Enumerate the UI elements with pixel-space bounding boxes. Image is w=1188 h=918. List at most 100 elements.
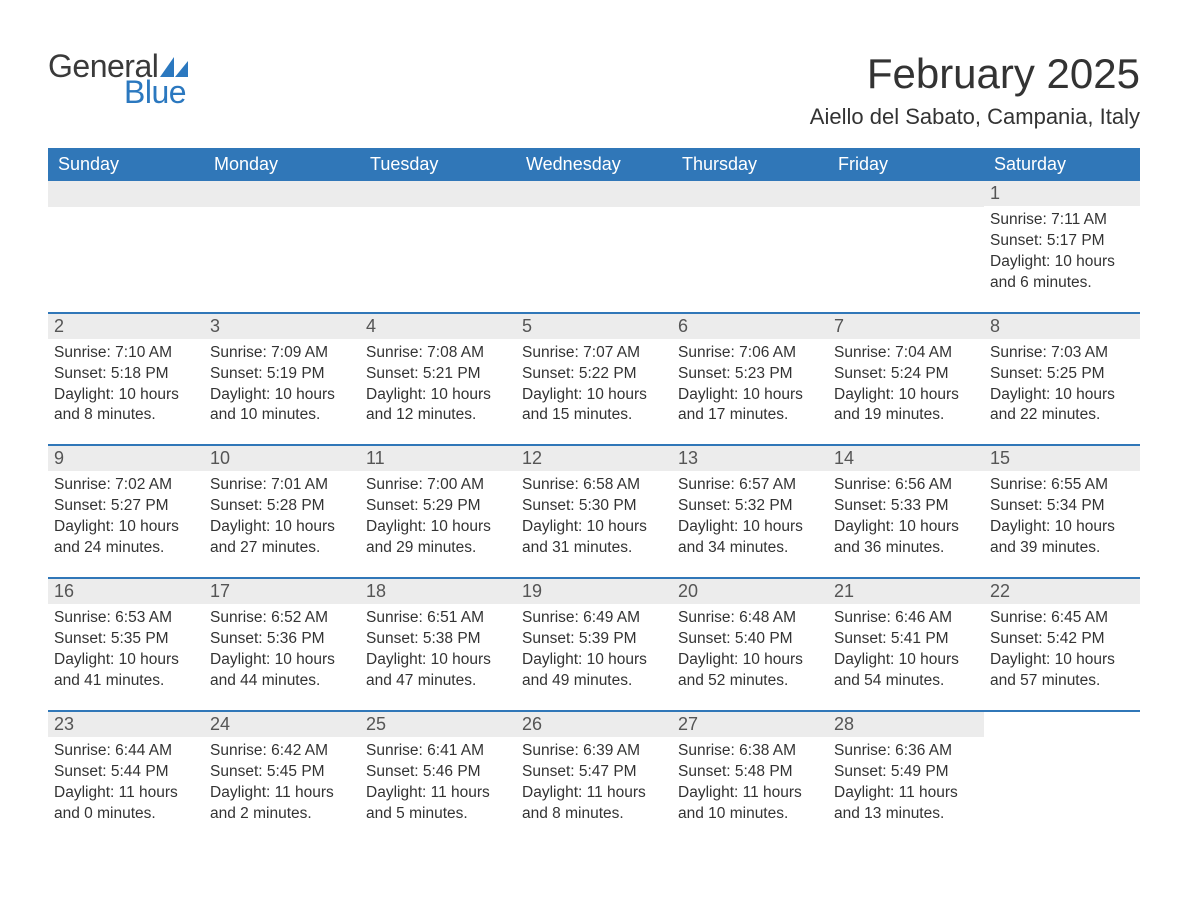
day-number: 17 <box>204 579 360 604</box>
sunset-line: Sunset: 5:42 PM <box>990 629 1134 650</box>
day-number: 11 <box>360 446 516 471</box>
day-number: 2 <box>48 314 204 339</box>
sunrise-line: Sunrise: 7:03 AM <box>990 343 1134 364</box>
daylight-line: Daylight: 10 hours and 49 minutes. <box>522 650 666 692</box>
day-number: 26 <box>516 712 672 737</box>
sunrise-line: Sunrise: 7:02 AM <box>54 475 198 496</box>
day-cell: 10Sunrise: 7:01 AMSunset: 5:28 PMDayligh… <box>204 445 360 578</box>
day-cell: 8Sunrise: 7:03 AMSunset: 5:25 PMDaylight… <box>984 313 1140 446</box>
logo-text-blue: Blue <box>124 76 188 108</box>
day-number: 28 <box>828 712 984 737</box>
sunset-line: Sunset: 5:27 PM <box>54 496 198 517</box>
calendar-week-row: 2 Sunrise: 7:10 AMSunset: 5:18 PM Daylight… <box>48 313 1140 446</box>
sunrise-line: Sunrise: 7:10 AM <box>54 343 198 364</box>
empty-day-strip <box>360 181 516 207</box>
day-number: 10 <box>204 446 360 471</box>
sunrise-line: Sunrise: 7:11 AM <box>990 210 1134 231</box>
sunrise-line: Sunrise: 6:53 AM <box>54 608 198 629</box>
location-subtitle: Aiello del Sabato, Campania, Italy <box>810 104 1140 130</box>
sunset-line: Sunset: 5:45 PM <box>210 762 354 783</box>
day-number: 4 <box>360 314 516 339</box>
daylight-line: Daylight: 11 hours and 8 minutes. <box>522 783 666 825</box>
daylight-line: Daylight: 10 hours and 34 minutes. <box>678 517 822 559</box>
daylight-line: Daylight: 11 hours and 2 minutes. <box>210 783 354 825</box>
day-cell <box>984 711 1140 843</box>
sunset-line: Sunset: 5:36 PM <box>210 629 354 650</box>
weekday-header: Monday <box>204 148 360 181</box>
empty-day-strip <box>204 181 360 207</box>
day-cell: 4Sunrise: 7:08 AMSunset: 5:21 PMDaylight… <box>360 313 516 446</box>
daylight-line: Daylight: 11 hours and 5 minutes. <box>366 783 510 825</box>
day-cell <box>516 181 672 313</box>
day-number: 15 <box>984 446 1140 471</box>
day-cell: 16Sunrise: 6:53 AMSunset: 5:35 PMDayligh… <box>48 578 204 711</box>
empty-day-strip <box>516 181 672 207</box>
daylight-line: Daylight: 10 hours and 15 minutes. <box>522 385 666 427</box>
sunrise-line: Sunrise: 6:44 AM <box>54 741 198 762</box>
sunset-line: Sunset: 5:25 PM <box>990 364 1134 385</box>
day-cell: 5 Sunrise: 7:07 AMSunset: 5:22 PMDaylight… <box>516 313 672 446</box>
sunset-line: Sunset: 5:46 PM <box>366 762 510 783</box>
daylight-line: Daylight: 10 hours and 27 minutes. <box>210 517 354 559</box>
daylight-line: Daylight: 11 hours and 10 minutes. <box>678 783 822 825</box>
daylight-line: Daylight: 10 hours and 29 minutes. <box>366 517 510 559</box>
day-cell: 24Sunrise: 6:42 AMSunset: 5:45 PMDayligh… <box>204 711 360 843</box>
sunset-line: Sunset: 5:35 PM <box>54 629 198 650</box>
day-cell: 17Sunrise: 6:52 AMSunset: 5:36 PMDayligh… <box>204 578 360 711</box>
day-cell: 1Sunrise: 7:11 AMSunset: 5:17 PMDaylight… <box>984 181 1140 313</box>
empty-day-strip <box>828 181 984 207</box>
day-number: 5 <box>516 314 672 339</box>
day-number: 19 <box>516 579 672 604</box>
sunset-line: Sunset: 5:21 PM <box>366 364 510 385</box>
day-number: 20 <box>672 579 828 604</box>
calendar-table: SundayMondayTuesdayWednesdayThursdayFrid… <box>48 148 1140 842</box>
sunset-line: Sunset: 5:22 PM <box>522 364 666 385</box>
day-cell: 26Sunrise: 6:39 AMSunset: 5:47 PMDayligh… <box>516 711 672 843</box>
day-number: 6 <box>672 314 828 339</box>
weekday-header: Sunday <box>48 148 204 181</box>
weekday-header: Thursday <box>672 148 828 181</box>
day-number: 14 <box>828 446 984 471</box>
sunrise-line: Sunrise: 6:42 AM <box>210 741 354 762</box>
day-number: 7 <box>828 314 984 339</box>
sunset-line: Sunset: 5:19 PM <box>210 364 354 385</box>
sunrise-line: Sunrise: 7:07 AM <box>522 343 666 364</box>
sunset-line: Sunset: 5:32 PM <box>678 496 822 517</box>
sunrise-line: Sunrise: 6:45 AM <box>990 608 1134 629</box>
sunset-line: Sunset: 5:28 PM <box>210 496 354 517</box>
daylight-line: Daylight: 10 hours and 22 minutes. <box>990 385 1134 427</box>
sunset-line: Sunset: 5:17 PM <box>990 231 1134 252</box>
day-number: 9 <box>48 446 204 471</box>
weekday-header: Tuesday <box>360 148 516 181</box>
day-cell: 7Sunrise: 7:04 AMSunset: 5:24 PMDaylight… <box>828 313 984 446</box>
daylight-line: Daylight: 10 hours and 57 minutes. <box>990 650 1134 692</box>
daylight-line: Daylight: 10 hours and 41 minutes. <box>54 650 198 692</box>
day-cell: 2Sunrise: 7:10 AMSunset: 5:18 PMDaylight… <box>48 313 204 446</box>
day-number: 25 <box>360 712 516 737</box>
sunset-line: Sunset: 5:38 PM <box>366 629 510 650</box>
page-header: General Blue February 2025 Aiello del Sa… <box>48 50 1140 130</box>
weekday-header: Saturday <box>984 148 1140 181</box>
day-number: 18 <box>360 579 516 604</box>
sunset-line: Sunset: 5:49 PM <box>834 762 978 783</box>
sunrise-line: Sunrise: 6:55 AM <box>990 475 1134 496</box>
month-title: February 2025 <box>810 50 1140 98</box>
sunset-line: Sunset: 5:18 PM <box>54 364 198 385</box>
daylight-line: Daylight: 10 hours and 52 minutes. <box>678 650 822 692</box>
day-cell <box>360 181 516 313</box>
sunset-line: Sunset: 5:40 PM <box>678 629 822 650</box>
calendar-week-row: 9Sunrise: 7:02 AMSunset: 5:27 PMDaylight… <box>48 445 1140 578</box>
sunset-line: Sunset: 5:41 PM <box>834 629 978 650</box>
sunset-line: Sunset: 5:29 PM <box>366 496 510 517</box>
sunset-line: Sunset: 5:34 PM <box>990 496 1134 517</box>
day-cell: 11Sunrise: 7:00 AMSunset: 5:29 PMDayligh… <box>360 445 516 578</box>
day-cell: 20Sunrise: 6:48 AMSunset: 5:40 PMDayligh… <box>672 578 828 711</box>
calendar-week-row: 16Sunrise: 6:53 AMSunset: 5:35 PMDayligh… <box>48 578 1140 711</box>
weekday-header: Friday <box>828 148 984 181</box>
day-cell: 25Sunrise: 6:41 AMSunset: 5:46 PMDayligh… <box>360 711 516 843</box>
sunrise-line: Sunrise: 6:38 AM <box>678 741 822 762</box>
day-number: 23 <box>48 712 204 737</box>
sunrise-line: Sunrise: 7:04 AM <box>834 343 978 364</box>
daylight-line: Daylight: 10 hours and 24 minutes. <box>54 517 198 559</box>
day-cell: 12Sunrise: 6:58 AMSunset: 5:30 PMDayligh… <box>516 445 672 578</box>
